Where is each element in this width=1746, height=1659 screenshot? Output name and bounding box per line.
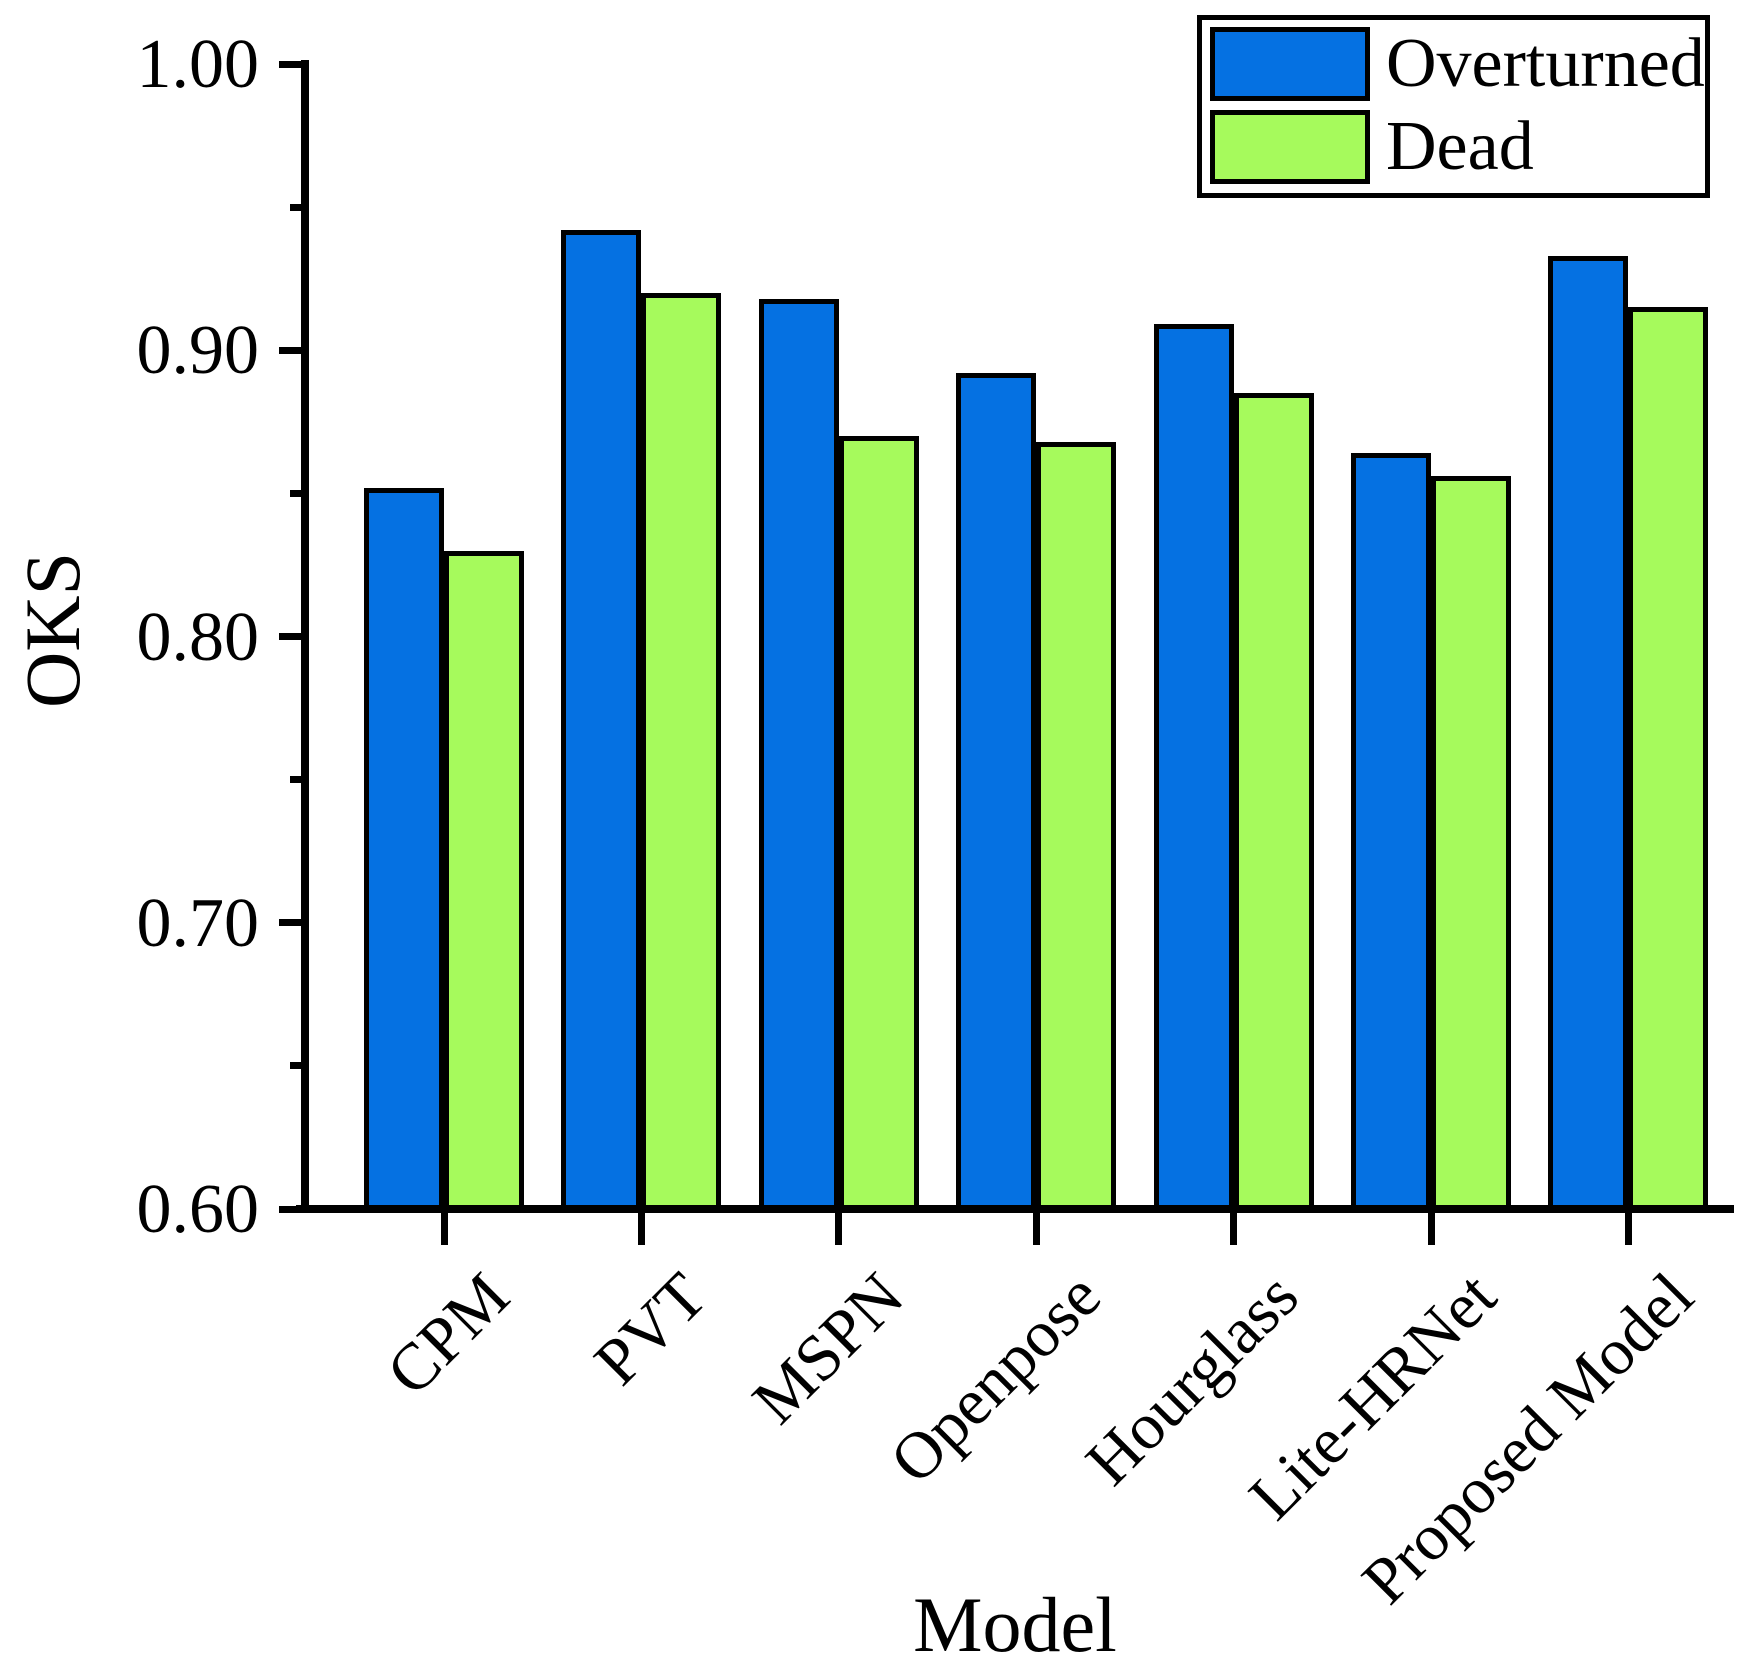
x-axis-title: Model	[913, 1581, 1117, 1659]
legend-label-dead: Dead	[1386, 108, 1534, 185]
x-tick-label-pvt: PVT	[580, 1259, 721, 1399]
bar-dead-lite-hrnet	[1431, 476, 1511, 1213]
bar-overturned-mspn	[758, 298, 839, 1213]
x-tick-label-cpm: CPM	[372, 1259, 523, 1410]
bar-dead-cpm	[444, 550, 524, 1213]
legend-swatch-dead	[1210, 110, 1370, 184]
legend-swatch-overturned	[1210, 27, 1370, 101]
y-minor-tick	[290, 1062, 305, 1070]
legend: Overturned Dead	[1197, 15, 1710, 198]
y-major-tick	[279, 1205, 305, 1213]
bar-overturned-hourglass	[1153, 324, 1234, 1213]
bar-overturned-proposed-model	[1548, 255, 1629, 1213]
y-tick-label: 0.90	[136, 312, 260, 390]
x-tick-label-mspn: MSPN	[738, 1259, 918, 1438]
bar-overturned-cpm	[364, 487, 444, 1213]
y-minor-tick	[290, 776, 305, 784]
x-major-tick	[440, 1213, 448, 1245]
y-major-tick	[279, 919, 305, 927]
x-major-tick	[1230, 1213, 1238, 1245]
x-major-tick	[1624, 1213, 1632, 1245]
y-tick-label: 0.70	[136, 884, 260, 962]
bar-dead-pvt	[641, 293, 722, 1213]
x-axis-line	[296, 1205, 1734, 1213]
y-minor-tick	[290, 489, 305, 497]
bar-dead-mspn	[838, 436, 919, 1213]
bar-overturned-openpose	[956, 373, 1037, 1213]
y-axis-line	[301, 60, 309, 1213]
bar-overturned-pvt	[561, 230, 642, 1213]
y-axis-title: OKS	[9, 551, 96, 709]
bar-dead-hourglass	[1233, 393, 1314, 1213]
x-major-tick	[835, 1213, 843, 1245]
y-minor-tick	[290, 203, 305, 211]
bar-overturned-lite-hrnet	[1351, 453, 1431, 1213]
legend-entry-overturned: Overturned	[1210, 27, 1705, 101]
y-tick-label: 1.00	[136, 26, 260, 103]
x-major-tick	[1427, 1213, 1435, 1245]
x-major-tick	[637, 1213, 645, 1245]
y-major-tick	[279, 633, 305, 640]
bar-dead-openpose	[1036, 441, 1117, 1213]
y-tick-label: 0.60	[136, 1171, 260, 1248]
bar-dead-proposed-model	[1628, 307, 1709, 1213]
y-tick-label: 0.80	[136, 598, 260, 676]
y-major-tick	[279, 346, 305, 354]
y-major-tick	[279, 60, 305, 68]
x-major-tick	[1032, 1213, 1040, 1245]
x-tick-label-openpose: Openpose	[876, 1259, 1115, 1498]
legend-label-overturned: Overturned	[1386, 25, 1705, 102]
legend-entry-dead: Dead	[1210, 110, 1534, 184]
